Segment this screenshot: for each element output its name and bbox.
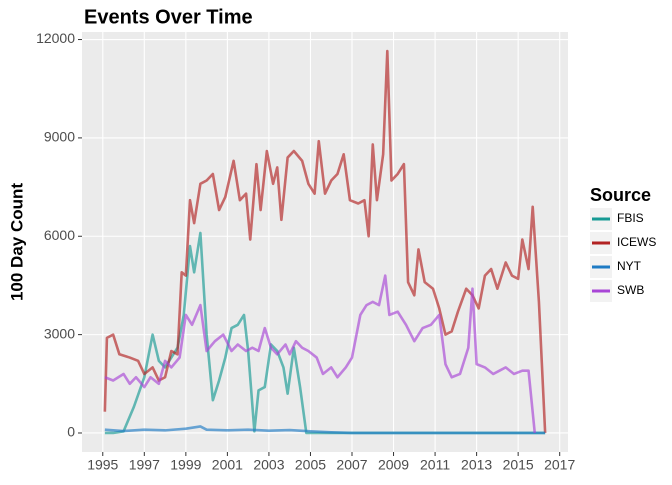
series-line	[103, 49, 547, 434]
x-tick-label: 2015	[503, 457, 534, 473]
x-tick-label: 1999	[170, 457, 201, 473]
x-tick-label: 2003	[253, 457, 284, 473]
lines	[103, 49, 547, 435]
y-axis-label: 100 Day Count	[7, 183, 26, 301]
chart-title: Events Over Time	[84, 6, 253, 28]
x-tick-label: 2001	[212, 457, 243, 473]
x-tick-label: 2017	[544, 457, 575, 473]
grid	[82, 32, 568, 452]
series-line	[104, 231, 546, 435]
x-tick-label: 2005	[295, 457, 326, 473]
legend-title: Source	[590, 185, 651, 205]
plot-panel	[82, 32, 568, 452]
legend-label: ICEWS	[617, 235, 656, 249]
y-tick-label: 0	[67, 424, 75, 440]
x-tick-label: 1995	[87, 457, 118, 473]
series-line	[104, 425, 546, 435]
x-tick-label: 2009	[378, 457, 409, 473]
x-tick-label: 2007	[336, 457, 367, 473]
y-tick-label: 3000	[44, 325, 75, 341]
legend-label: NYT	[617, 259, 642, 273]
legend-label: FBIS	[617, 211, 644, 225]
legend: FBIS ICEWS NYT SWB	[590, 208, 656, 302]
y-tick-label: 9000	[44, 129, 75, 145]
x-tick-label: 2011	[420, 457, 450, 473]
x-tick-label: 1997	[129, 457, 160, 473]
series-line	[104, 274, 537, 434]
y-tick-label: 12000	[36, 30, 75, 46]
y-tick-label: 6000	[44, 227, 75, 243]
legend-label: SWB	[617, 283, 644, 297]
x-tick-label: 2013	[461, 457, 492, 473]
